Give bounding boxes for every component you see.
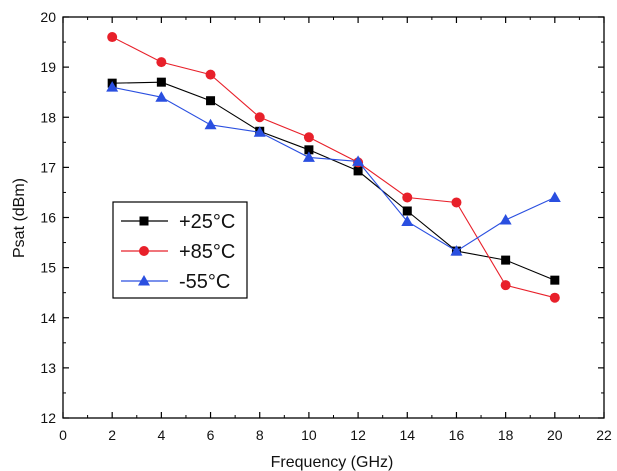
y-axis-title: Psat (dBm) (11, 178, 28, 258)
data-point (500, 280, 511, 291)
x-tick-label: 20 (547, 427, 563, 443)
data-point (155, 91, 168, 102)
data-point (548, 191, 561, 202)
data-point (204, 118, 217, 130)
axes: 0 2 4 6 8 10 12 14 16 18 20 22 12 13 14 15 16 17 18 19 20 (40, 9, 612, 443)
x-tick-label: 18 (498, 427, 514, 443)
data-point (206, 96, 216, 106)
data-point (254, 112, 265, 123)
legend-marker (139, 216, 149, 226)
data-point (450, 245, 463, 256)
legend-label: +85°C (179, 241, 235, 263)
y-tick-label: 14 (40, 310, 56, 326)
data-point (253, 126, 266, 137)
data-point (205, 69, 216, 80)
series-line (111, 36, 555, 299)
data-point (501, 255, 511, 265)
x-tick-label: 14 (399, 427, 415, 443)
x-axis-title: Frequency (GHz) (271, 454, 394, 471)
x-tick-label: 22 (596, 427, 612, 443)
y-tick-label: 16 (40, 210, 56, 226)
data-point (304, 145, 314, 155)
legend-marker (139, 246, 149, 256)
data-point (302, 151, 315, 162)
legend-entry: +85°C (121, 241, 235, 263)
legend-label: -55°C (179, 271, 230, 293)
x-tick-label: 0 (59, 427, 67, 443)
plot-series (106, 32, 561, 303)
legend-box (112, 201, 248, 299)
x-tick-label: 10 (301, 427, 317, 443)
y-tick-label: 19 (40, 59, 56, 75)
y-tick-label: 15 (40, 260, 56, 276)
data-point (303, 132, 314, 143)
data-point (156, 77, 166, 87)
data-point (499, 214, 512, 225)
x-tick-label: 16 (449, 427, 465, 443)
legend: +25°C +85°C -55°C (112, 201, 248, 299)
data-point (402, 192, 413, 203)
x-tick-label: 12 (350, 427, 366, 443)
data-point (402, 206, 412, 216)
series-line (112, 81, 556, 281)
data-point (549, 292, 560, 303)
data-point (156, 57, 167, 68)
data-point (353, 166, 363, 176)
x-tick-label: 8 (256, 427, 264, 443)
y-tick-label: 12 (40, 410, 56, 426)
y-tick-label: 17 (40, 159, 56, 175)
y-tick-label: 13 (40, 360, 56, 376)
data-point (106, 81, 119, 92)
data-point (550, 275, 560, 285)
series-triangle (106, 81, 561, 256)
data-point (107, 32, 118, 43)
data-point (401, 215, 414, 227)
data-point (451, 197, 462, 208)
y-tick-label: 18 (40, 109, 56, 125)
x-tick-label: 2 (108, 427, 116, 443)
legend-entry: +25°C (121, 211, 235, 233)
legend-marker (138, 275, 150, 286)
y-tick-label: 20 (40, 9, 56, 25)
x-tick-label: 6 (207, 427, 215, 443)
x-tick-label: 4 (157, 427, 165, 443)
data-point (352, 155, 365, 166)
legend-label: +25°C (179, 211, 235, 233)
series-line (112, 86, 556, 252)
legend-entry: -55°C (121, 271, 230, 293)
